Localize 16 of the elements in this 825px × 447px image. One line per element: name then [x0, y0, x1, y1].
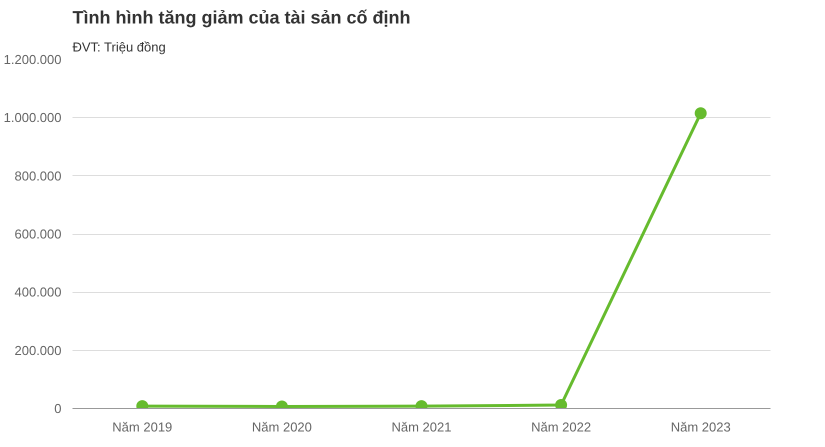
y-tick-label: 1.200.000: [4, 52, 62, 67]
x-tick-label: Năm 2021: [392, 420, 452, 434]
point: [555, 399, 568, 408]
x-tick-label: Năm 2023: [670, 420, 731, 434]
y-tick-label: 200.000: [14, 342, 62, 358]
y-tick-label: 400.000: [14, 284, 62, 300]
point: [694, 107, 707, 120]
chart-title: Tình hình tăng giảm của tài sản cố định: [72, 8, 411, 28]
chart-subtitle: ĐVT: Triệu đồng: [72, 40, 166, 54]
x-tick-label: Năm 2022: [531, 420, 592, 434]
y-tick-label: 0: [54, 401, 62, 416]
y-tick-label: 600.000: [14, 226, 62, 242]
x-tick-label: Năm 2019: [112, 420, 172, 434]
y-tick-label: 1.000.000: [4, 110, 62, 126]
y-tick-label: 800.000: [14, 168, 62, 184]
x-tick-label: Năm 2020: [252, 420, 312, 434]
